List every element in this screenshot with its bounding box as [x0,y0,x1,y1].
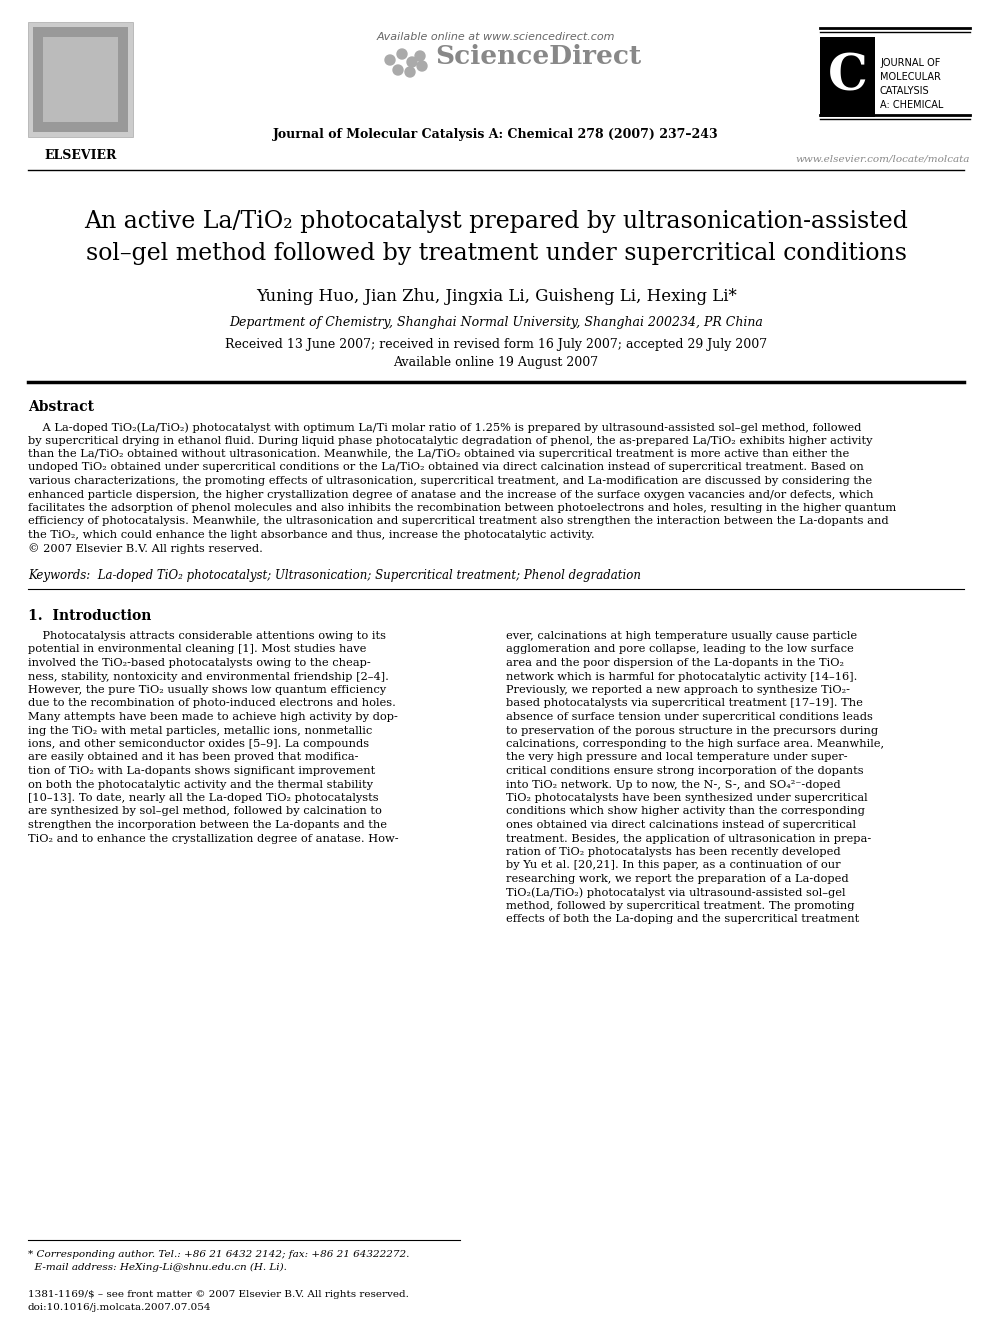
Text: agglomeration and pore collapse, leading to the low surface: agglomeration and pore collapse, leading… [506,644,854,655]
Text: Yuning Huo, Jian Zhu, Jingxia Li, Guisheng Li, Hexing Li*: Yuning Huo, Jian Zhu, Jingxia Li, Guishe… [256,288,736,306]
Text: method, followed by supercritical treatment. The promoting: method, followed by supercritical treatm… [506,901,854,912]
Circle shape [397,49,407,60]
Text: * Corresponding author. Tel.: +86 21 6432 2142; fax: +86 21 64322272.: * Corresponding author. Tel.: +86 21 643… [28,1250,410,1259]
Text: conditions which show higher activity than the corresponding: conditions which show higher activity th… [506,807,865,816]
Text: TiO₂ and to enhance the crystallization degree of anatase. How-: TiO₂ and to enhance the crystallization … [28,833,399,844]
Text: Abstract: Abstract [28,400,94,414]
Text: by Yu et al. [20,21]. In this paper, as a continuation of our: by Yu et al. [20,21]. In this paper, as … [506,860,840,871]
Text: than the La/TiO₂ obtained without ultrasonication. Meanwhile, the La/TiO₂ obtain: than the La/TiO₂ obtained without ultras… [28,448,849,459]
Text: to preservation of the porous structure in the precursors during: to preservation of the porous structure … [506,725,878,736]
Text: potential in environmental cleaning [1]. Most studies have: potential in environmental cleaning [1].… [28,644,366,655]
Text: ness, stability, nontoxicity and environmental friendship [2–4].: ness, stability, nontoxicity and environ… [28,672,389,681]
Text: critical conditions ensure strong incorporation of the dopants: critical conditions ensure strong incorp… [506,766,864,777]
Text: 1381-1169/$ – see front matter © 2007 Elsevier B.V. All rights reserved.: 1381-1169/$ – see front matter © 2007 El… [28,1290,409,1299]
Text: TiO₂(La/TiO₂) photocatalyst via ultrasound-assisted sol–gel: TiO₂(La/TiO₂) photocatalyst via ultrasou… [506,888,845,898]
Text: into TiO₂ network. Up to now, the N-, S-, and SO₄²⁻-doped: into TiO₂ network. Up to now, the N-, S-… [506,779,840,790]
Circle shape [385,56,395,65]
Text: ELSEVIER: ELSEVIER [45,149,117,161]
Text: Journal of Molecular Catalysis A: Chemical 278 (2007) 237–243: Journal of Molecular Catalysis A: Chemic… [273,128,719,142]
Text: absence of surface tension under supercritical conditions leads: absence of surface tension under supercr… [506,712,873,722]
Text: www.elsevier.com/locate/molcata: www.elsevier.com/locate/molcata [796,155,970,164]
Text: tion of TiO₂ with La-dopants shows significant improvement: tion of TiO₂ with La-dopants shows signi… [28,766,375,777]
Circle shape [417,61,427,71]
Bar [28,22,133,138]
Circle shape [393,65,403,75]
Text: JOURNAL OF
MOLECULAR
CATALYSIS
A: CHEMICAL: JOURNAL OF MOLECULAR CATALYSIS A: CHEMIC… [880,58,943,110]
Text: Many attempts have been made to achieve high activity by dop-: Many attempts have been made to achieve … [28,712,398,722]
Text: are synthesized by sol–gel method, followed by calcination to: are synthesized by sol–gel method, follo… [28,807,382,816]
Text: C: C [827,53,867,102]
Text: strengthen the incorporation between the La-dopants and the: strengthen the incorporation between the… [28,820,387,830]
Text: based photocatalysts via supercritical treatment [17–19]. The: based photocatalysts via supercritical t… [506,699,863,709]
Circle shape [407,57,417,67]
Text: Previously, we reported a new approach to synthesize TiO₂-: Previously, we reported a new approach t… [506,685,850,695]
Text: on both the photocatalytic activity and the thermal stability: on both the photocatalytic activity and … [28,779,373,790]
Text: ScienceDirect: ScienceDirect [435,44,641,69]
Text: Available online 19 August 2007: Available online 19 August 2007 [394,356,598,369]
Text: ration of TiO₂ photocatalysts has been recently developed: ration of TiO₂ photocatalysts has been r… [506,847,840,857]
Text: Received 13 June 2007; received in revised form 16 July 2007; accepted 29 July 2: Received 13 June 2007; received in revis… [225,337,767,351]
Text: facilitates the adsorption of phenol molecules and also inhibits the recombinati: facilitates the adsorption of phenol mol… [28,503,896,513]
Text: ones obtained via direct calcinations instead of supercritical: ones obtained via direct calcinations in… [506,820,856,830]
Text: A La-doped TiO₂(La/TiO₂) photocatalyst with optimum La/Ti molar ratio of 1.25% i: A La-doped TiO₂(La/TiO₂) photocatalyst w… [28,422,861,433]
Text: efficiency of photocatalysis. Meanwhile, the ultrasonication and supercritical t: efficiency of photocatalysis. Meanwhile,… [28,516,889,527]
Text: 1.  Introduction: 1. Introduction [28,609,152,623]
Text: Department of Chemistry, Shanghai Normal University, Shanghai 200234, PR China: Department of Chemistry, Shanghai Normal… [229,316,763,329]
Text: treatment. Besides, the application of ultrasonication in prepa-: treatment. Besides, the application of u… [506,833,871,844]
Text: ever, calcinations at high temperature usually cause particle: ever, calcinations at high temperature u… [506,631,857,642]
Text: area and the poor dispersion of the La-dopants in the TiO₂: area and the poor dispersion of the La-d… [506,658,844,668]
Text: network which is harmful for photocatalytic activity [14–16].: network which is harmful for photocataly… [506,672,857,681]
Text: [10–13]. To date, nearly all the La-doped TiO₂ photocatalysts: [10–13]. To date, nearly all the La-dope… [28,792,379,803]
Text: calcinations, corresponding to the high surface area. Meanwhile,: calcinations, corresponding to the high … [506,740,884,749]
Text: Available online at www.sciencedirect.com: Available online at www.sciencedirect.co… [377,32,615,42]
Circle shape [405,67,415,77]
Text: ing the TiO₂ with metal particles, metallic ions, nonmetallic: ing the TiO₂ with metal particles, metal… [28,725,372,736]
Bar [820,37,875,116]
Text: the TiO₂, which could enhance the light absorbance and thus, increase the photoc: the TiO₂, which could enhance the light … [28,531,594,540]
Circle shape [415,52,425,61]
Text: TiO₂ photocatalysts have been synthesized under supercritical: TiO₂ photocatalysts have been synthesize… [506,792,868,803]
Bar [33,26,128,132]
Text: © 2007 Elsevier B.V. All rights reserved.: © 2007 Elsevier B.V. All rights reserved… [28,544,263,554]
Text: E-mail address: HeXing-Li@shnu.edu.cn (H. Li).: E-mail address: HeXing-Li@shnu.edu.cn (H… [28,1263,287,1273]
Text: due to the recombination of photo-induced electrons and holes.: due to the recombination of photo-induce… [28,699,396,709]
Text: involved the TiO₂-based photocatalysts owing to the cheap-: involved the TiO₂-based photocatalysts o… [28,658,371,668]
Text: undoped TiO₂ obtained under supercritical conditions or the La/TiO₂ obtained via: undoped TiO₂ obtained under supercritica… [28,463,864,472]
Text: enhanced particle dispersion, the higher crystallization degree of anatase and t: enhanced particle dispersion, the higher… [28,490,874,500]
Text: are easily obtained and it has been proved that modifica-: are easily obtained and it has been prov… [28,753,358,762]
Text: Keywords:  La-doped TiO₂ photocatalyst; Ultrasonication; Supercritical treatment: Keywords: La-doped TiO₂ photocatalyst; U… [28,569,641,582]
Text: doi:10.1016/j.molcata.2007.07.054: doi:10.1016/j.molcata.2007.07.054 [28,1303,211,1312]
Text: However, the pure TiO₂ usually shows low quantum efficiency: However, the pure TiO₂ usually shows low… [28,685,386,695]
Text: researching work, we report the preparation of a La-doped: researching work, we report the preparat… [506,875,848,884]
Text: sol–gel method followed by treatment under supercritical conditions: sol–gel method followed by treatment und… [85,242,907,265]
Text: the very high pressure and local temperature under super-: the very high pressure and local tempera… [506,753,847,762]
Text: effects of both the La-doping and the supercritical treatment: effects of both the La-doping and the su… [506,914,859,925]
Text: ions, and other semiconductor oxides [5–9]. La compounds: ions, and other semiconductor oxides [5–… [28,740,369,749]
Text: by supercritical drying in ethanol fluid. During liquid phase photocatalytic deg: by supercritical drying in ethanol fluid… [28,435,873,446]
Text: various characterizations, the promoting effects of ultrasonication, supercritic: various characterizations, the promoting… [28,476,872,486]
Text: An active La/TiO₂ photocatalyst prepared by ultrasonication-assisted: An active La/TiO₂ photocatalyst prepared… [84,210,908,233]
Bar [43,37,118,122]
Text: Photocatalysis attracts considerable attentions owing to its: Photocatalysis attracts considerable att… [28,631,386,642]
